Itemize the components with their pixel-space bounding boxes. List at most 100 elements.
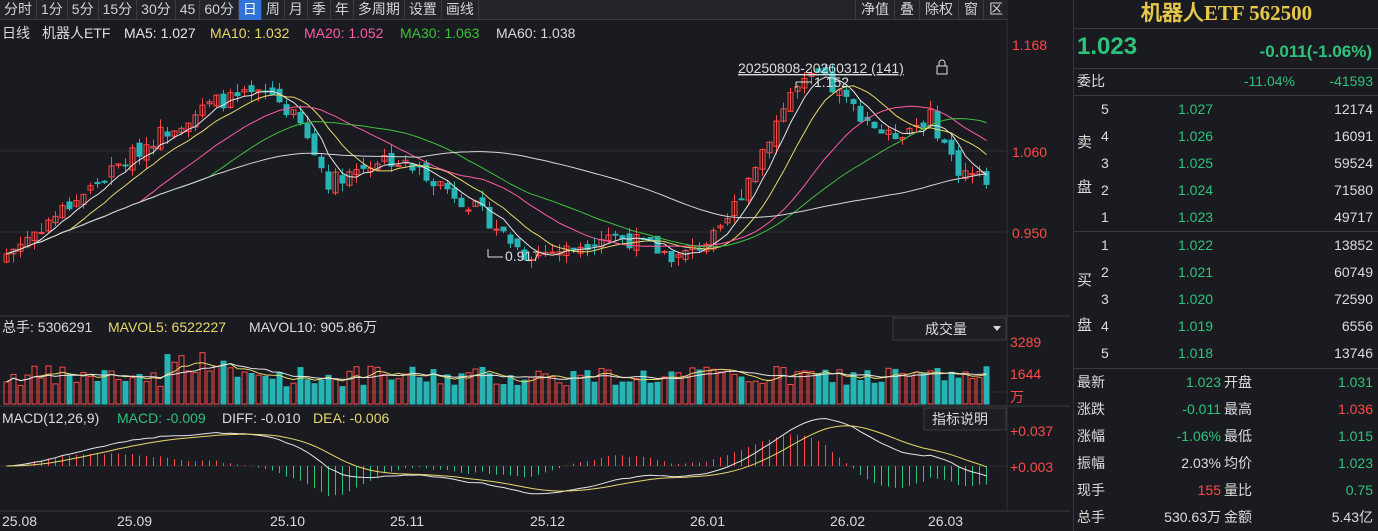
period-tab[interactable]: 日 [238, 0, 262, 20]
candle-body [325, 171, 332, 190]
bid-row[interactable]: 2 1.021 60749 [1074, 259, 1378, 286]
candle-body [794, 86, 801, 92]
volume-bar [381, 374, 388, 405]
candle-body [892, 133, 899, 140]
volume-bar [486, 373, 493, 405]
volume-bar [675, 372, 682, 405]
period-tab[interactable]: 5分 [68, 0, 99, 20]
period-tab[interactable]: 季 [308, 0, 331, 20]
volume-bar [864, 370, 871, 405]
volume-bar [192, 372, 199, 405]
stat-label: 最新 [1077, 374, 1105, 390]
volume-bar [871, 382, 878, 405]
candle-body [507, 234, 514, 244]
ask-row[interactable]: 2 1.024 71580 [1074, 177, 1378, 204]
ask-row[interactable]: 4 1.026 16091 [1074, 123, 1378, 150]
stat-label: 最高 [1224, 401, 1252, 417]
volume-bar [388, 379, 395, 405]
volume-bar [458, 373, 465, 405]
ask-row[interactable]: 1 1.023 49717 [1074, 204, 1378, 231]
candle-body [556, 251, 563, 256]
low-marker-label: 0.917 [505, 248, 540, 264]
dea-legend: DEA: -0.006 [313, 410, 389, 426]
stat-value: 1.036 [1337, 401, 1373, 417]
bid-row[interactable]: 1 1.022 13852 [1074, 232, 1378, 259]
volume-dropdown[interactable]: 成交量 [892, 317, 1007, 341]
chart-area[interactable]: 日线 机器人ETF MA5: 1.027 MA10: 1.032 MA20: 1… [0, 20, 1070, 531]
tool-button[interactable]: 净值 [855, 0, 894, 20]
ask-row[interactable]: 5 1.027 12174 [1074, 96, 1378, 123]
stat-value: 1.031 [1337, 374, 1373, 390]
candle-body [241, 89, 248, 93]
level-volume: 60749 [1334, 264, 1373, 280]
candle-body [3, 253, 10, 263]
volume-bar [696, 369, 703, 405]
period-tab[interactable]: 月 [285, 0, 308, 20]
period-tab[interactable]: 分时 [0, 0, 37, 20]
volume-bar [577, 374, 584, 405]
level-price: 1.020 [1178, 291, 1214, 307]
volume-bar [311, 383, 318, 405]
candle-body [493, 228, 500, 231]
volume-bar [556, 382, 563, 405]
period-tab[interactable]: 30分 [137, 0, 176, 20]
indicator-help-button[interactable]: 指标说明 [923, 407, 1007, 431]
level-label: 3 [1101, 155, 1109, 171]
period-tab[interactable]: 周 [262, 0, 285, 20]
ask-row[interactable]: 3 1.025 59524 [1074, 150, 1378, 177]
volume-bar [738, 376, 745, 405]
level-volume: 16091 [1334, 128, 1373, 144]
period-tab[interactable]: 15分 [99, 0, 138, 20]
volume-bar [108, 370, 115, 405]
period-tab[interactable]: 设置 [405, 0, 442, 20]
volume-bar [703, 366, 710, 405]
period-tab[interactable]: 多周期 [354, 0, 405, 20]
level-volume: 49717 [1334, 209, 1373, 225]
volume-bar [507, 375, 514, 405]
level-volume: 59524 [1334, 155, 1373, 171]
range-label[interactable]: 20250808-20260312 (141) [738, 60, 904, 76]
period-tab[interactable]: 60分 [200, 0, 239, 20]
stat-value: 2.03% [1181, 455, 1221, 471]
volume-bar [591, 381, 598, 405]
bid-row[interactable]: 5 1.018 13746 [1074, 340, 1378, 367]
level-price: 1.019 [1178, 318, 1214, 334]
volume-bar [759, 382, 766, 405]
chevron-down-icon [993, 326, 1001, 331]
candle-body [528, 259, 535, 262]
candle-body [185, 122, 192, 133]
volume-bar [290, 382, 297, 405]
volume-bar [542, 373, 549, 405]
tool-button[interactable]: 区 [983, 0, 1008, 20]
candle-body [878, 129, 885, 134]
candle-body [731, 201, 738, 216]
volume-bar [752, 380, 759, 405]
ma30-legend: MA30: 1.063 [400, 25, 480, 41]
period-tab[interactable]: 画线 [442, 0, 479, 20]
volume-bar [598, 367, 605, 405]
bid-row[interactable]: 4 1.019 6556 [1074, 313, 1378, 340]
stat-value: 530.63万 [1164, 509, 1221, 525]
volume-axis-unit: 万 [1010, 389, 1024, 405]
stat-row: 振幅 2.03% 均价 1.023 [1074, 450, 1378, 477]
macd-axis-label-1: +0.037 [1010, 423, 1053, 439]
candle-body [857, 105, 864, 122]
candle-body [668, 250, 675, 263]
period-tabs: 分时 1分 5分 15分 30分 45 60分日周月季年多周期 设置 画线 [0, 0, 479, 20]
tool-button[interactable]: 除权 [919, 0, 958, 20]
level-price: 1.024 [1178, 182, 1214, 198]
volume-bar [472, 368, 479, 405]
period-tab[interactable]: 1分 [37, 0, 68, 20]
stat-value: 1.023 [1337, 455, 1373, 471]
volume-bar [3, 381, 10, 405]
ma10-line [6, 85, 987, 255]
candle-body [339, 175, 346, 184]
lock-icon [936, 59, 948, 75]
tool-button[interactable]: 叠 [894, 0, 919, 20]
period-tab[interactable]: 年 [331, 0, 354, 20]
period-tab[interactable]: 45 [176, 0, 201, 20]
stat-value: 155 [1197, 482, 1221, 498]
bid-row[interactable]: 3 1.020 72590 [1074, 286, 1378, 313]
tool-button[interactable]: 窗 [958, 0, 983, 20]
buy-label-top: 买 [1077, 272, 1093, 289]
